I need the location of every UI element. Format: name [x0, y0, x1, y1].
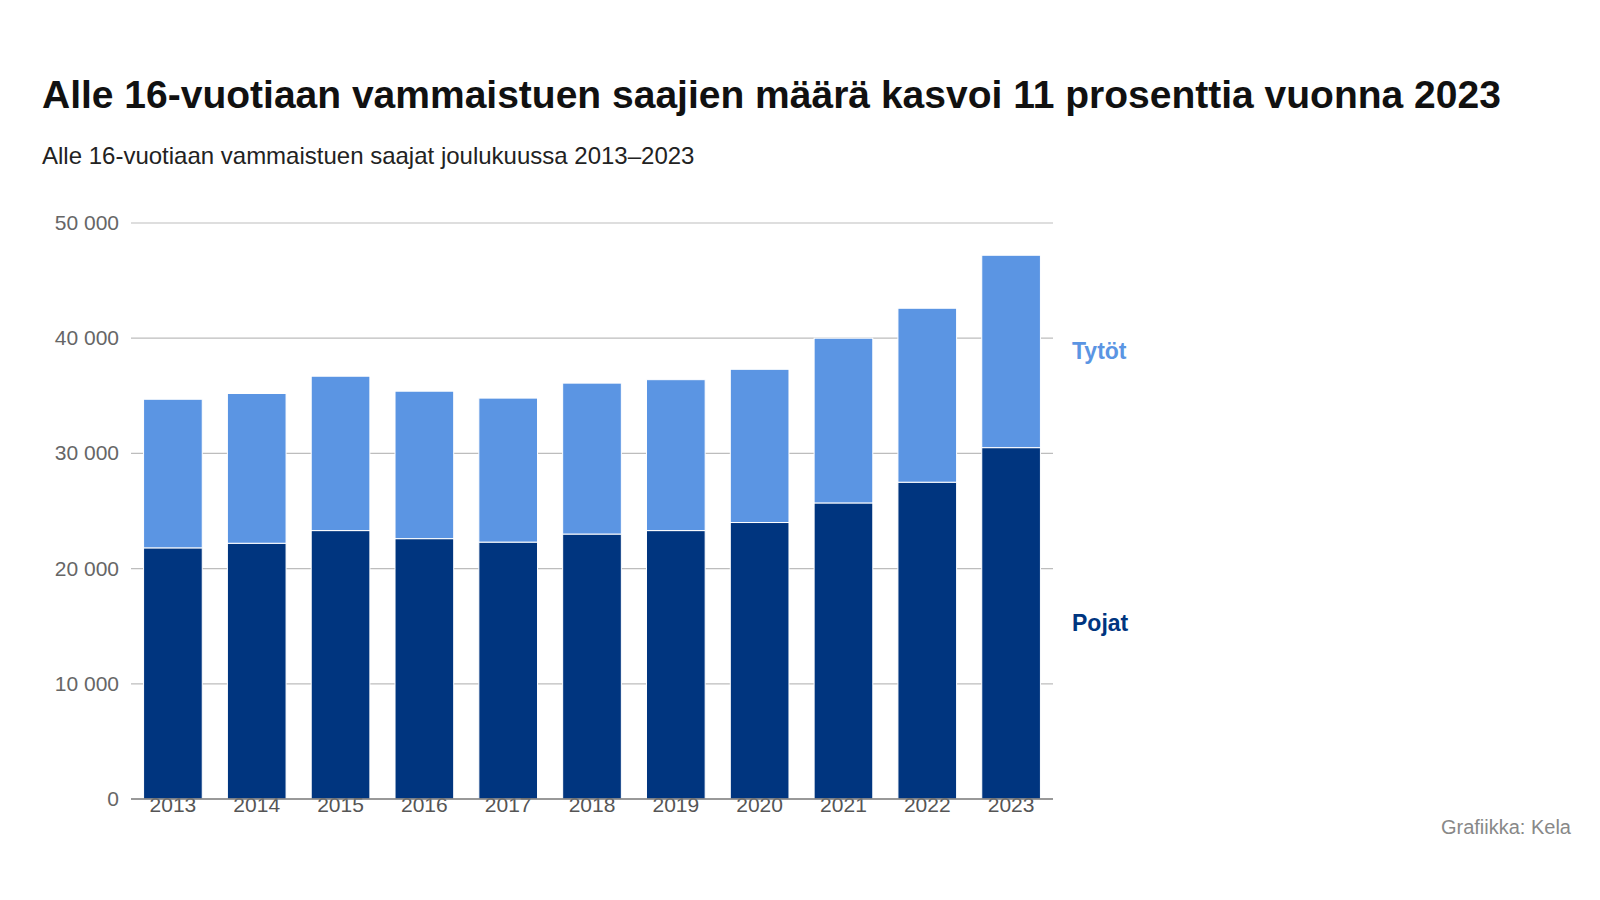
legend-label: Tytöt: [1072, 338, 1127, 364]
bar: [898, 482, 957, 799]
bar: [227, 393, 286, 543]
y-tick-label: 30 000: [55, 441, 119, 464]
bar: [395, 391, 454, 538]
x-axis: [131, 798, 1053, 800]
bar: [563, 534, 622, 799]
grid-line: [131, 222, 1053, 223]
bar: [982, 448, 1041, 799]
bar: [479, 542, 538, 799]
legend-label: Pojat: [1072, 610, 1129, 636]
title: Alle 16-vuotiaan vammaistuen saajien mää…: [42, 73, 1501, 116]
bar: [730, 523, 789, 799]
bar: [395, 539, 454, 799]
x-tick-label: 2013: [150, 793, 197, 816]
x-tick-label: 2019: [652, 793, 699, 816]
bar: [730, 369, 789, 522]
bar: [311, 376, 370, 530]
bar: [311, 531, 370, 799]
x-tick-label: 2018: [569, 793, 616, 816]
bar: [227, 543, 286, 799]
bar: [898, 308, 957, 482]
bar: [479, 398, 538, 542]
x-tick-label: 2021: [820, 793, 867, 816]
bar: [563, 383, 622, 534]
bars: [144, 255, 1041, 799]
bar: [646, 380, 705, 531]
bar: [814, 503, 873, 799]
y-tick-label: 50 000: [55, 211, 119, 234]
y-tick-label: 0: [107, 787, 119, 810]
x-tick-label: 2022: [904, 793, 951, 816]
subtitle: Alle 16-vuotiaan vammaistuen saajat joul…: [42, 142, 694, 169]
bar: [814, 338, 873, 503]
y-tick-label: 40 000: [55, 326, 119, 349]
x-tick-label: 2014: [233, 793, 280, 816]
x-tick-label: 2015: [317, 793, 364, 816]
bar: [646, 531, 705, 799]
x-tick-label: 2023: [988, 793, 1035, 816]
bar: [144, 548, 203, 799]
bar: [144, 399, 203, 548]
y-tick-label: 20 000: [55, 557, 119, 580]
x-tick-label: 2017: [485, 793, 532, 816]
source: Grafiikka: Kela: [1441, 816, 1572, 838]
x-tick-label: 2020: [736, 793, 783, 816]
chart: Alle 16-vuotiaan vammaistuen saajien mää…: [0, 0, 1600, 900]
bar: [982, 255, 1041, 447]
y-tick-label: 10 000: [55, 672, 119, 695]
x-tick-label: 2016: [401, 793, 448, 816]
